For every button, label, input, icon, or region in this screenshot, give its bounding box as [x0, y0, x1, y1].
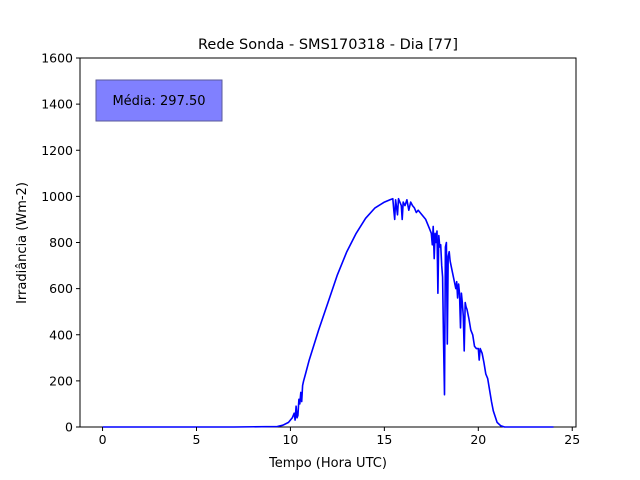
mean-annotation-box [95, 79, 223, 122]
irradiance-series-line [102, 197, 554, 428]
y-axis-ticks: 0 200 400 600 800 1000 1200 1400 1600 [41, 51, 80, 435]
series-layer [102, 197, 554, 428]
x-tick-label: 5 [193, 432, 201, 447]
y-tick-label: 1000 [41, 189, 73, 204]
y-axis-label: Irradiância (Wm-2) [15, 182, 30, 304]
x-tick-label: 25 [564, 432, 580, 447]
y-tick-label: 0 [65, 420, 73, 435]
y-tick-label: 1200 [41, 143, 73, 158]
y-tick-label: 600 [49, 281, 73, 296]
chart-title: Rede Sonda - SMS170318 - Dia [77] [198, 37, 458, 53]
y-tick-label: 1400 [41, 97, 73, 112]
x-tick-label: 10 [282, 432, 298, 447]
x-tick-label: 0 [99, 432, 107, 447]
x-axis-label: Tempo (Hora UTC) [268, 456, 387, 471]
x-tick-label: 15 [376, 432, 392, 447]
plot-area: 0 5 10 15 20 25 0 200 400 600 800 1000 1200 1400 1600… [41, 51, 580, 448]
x-axis-ticks: 0 5 10 15 20 25 [99, 427, 580, 447]
y-tick-label: 1600 [41, 51, 73, 66]
y-tick-label: 400 [49, 327, 73, 342]
mean-annotation-label: Média: 297.50 [112, 94, 205, 109]
y-tick-label: 800 [49, 235, 73, 250]
x-tick-label: 20 [470, 432, 486, 447]
y-tick-label: 200 [49, 373, 73, 388]
